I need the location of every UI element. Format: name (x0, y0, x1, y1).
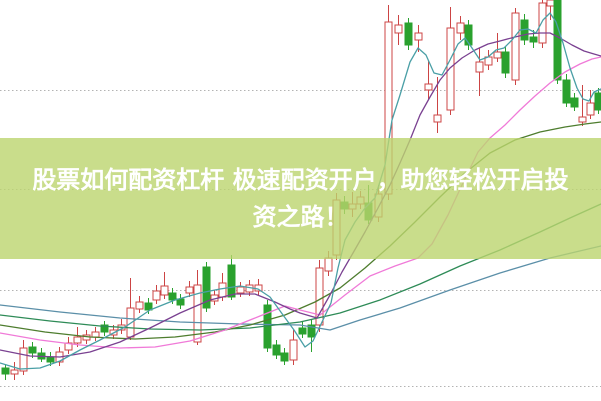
candle-down (227, 264, 236, 298)
candle-down (1, 367, 10, 375)
candle-up (578, 116, 587, 123)
candle-up (19, 347, 28, 372)
candle-down (202, 266, 211, 309)
candle-down (46, 356, 55, 363)
candle-up (414, 32, 423, 41)
candle-down (298, 327, 307, 335)
candle-up (193, 284, 202, 343)
candle-up (135, 301, 144, 310)
candle-down (307, 324, 316, 338)
candle-up (456, 22, 465, 34)
ma-line-ma-blue-slowest (0, 245, 601, 331)
ma-line-ma-green-olive (0, 121, 601, 340)
candle-down (553, 0, 562, 81)
candle-up (538, 2, 547, 44)
candle-up (511, 12, 520, 81)
candle-up (324, 257, 333, 272)
candle-up (185, 286, 194, 294)
candle-down (272, 344, 281, 356)
candle-down (144, 302, 153, 311)
candle-down (464, 24, 473, 46)
candle-up (218, 282, 227, 298)
promo-banner[interactable]: 股票如何配资杠杆 极速配资开户，助您轻松开启投 资之路！ (0, 138, 601, 259)
candle-down (594, 92, 601, 111)
candle-up (91, 331, 100, 338)
candle-up (289, 339, 298, 361)
candle-up (73, 336, 82, 344)
banner-line1: 股票如何配资杠杆 极速配资开户，助您轻松开启投 (32, 165, 569, 194)
candle-down (176, 298, 185, 306)
candle-down (562, 79, 571, 104)
banner-line2: 资之路！ (252, 202, 349, 231)
candle-up (394, 24, 403, 34)
candle-down (501, 51, 510, 74)
candle-up (10, 369, 19, 375)
candle-down (100, 324, 109, 333)
candle-up (586, 102, 595, 116)
candle-up (475, 61, 484, 73)
ma-line-ma-pink (0, 56, 601, 349)
candle-up (493, 51, 502, 59)
candle-up (160, 285, 169, 296)
candle-up (446, 27, 455, 111)
candle-up (424, 83, 433, 91)
candle-up (236, 286, 245, 294)
candle-up (152, 290, 161, 301)
ma-line-ma-teal-fast (0, 12, 601, 370)
candle-down (168, 292, 177, 301)
candle-down (570, 97, 579, 108)
candle-down (529, 36, 538, 43)
candle-down (404, 22, 413, 46)
candle-down (28, 346, 37, 354)
candle-up (315, 267, 324, 326)
candle-up (546, 0, 555, 7)
candle-down (280, 352, 289, 362)
candle-up (433, 114, 442, 123)
